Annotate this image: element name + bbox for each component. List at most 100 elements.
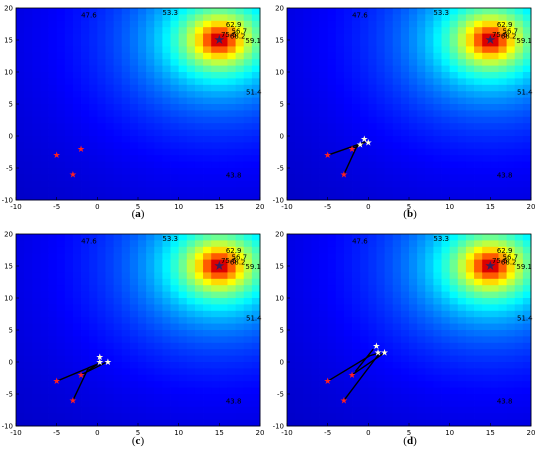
heatmap-cell	[64, 330, 74, 337]
heatmap-cell	[138, 259, 147, 267]
heatmap-cell	[498, 278, 507, 286]
heatmap-cell	[392, 104, 402, 111]
heatmap-cell	[89, 323, 98, 331]
heatmap-cell	[235, 381, 245, 388]
heatmap-cell	[81, 310, 90, 318]
heatmap-cell	[376, 310, 385, 318]
heatmap-cell	[24, 168, 33, 175]
heatmap-cell	[490, 317, 499, 324]
heatmap-cell	[441, 342, 451, 350]
heatmap-cell	[490, 20, 499, 28]
heatmap-cell	[514, 240, 524, 248]
heatmap-cell	[16, 180, 25, 188]
heatmap-cell	[343, 310, 353, 318]
heatmap-cell	[178, 148, 188, 156]
heatmap-cell	[81, 406, 90, 414]
heatmap-cell	[138, 78, 147, 86]
heatmap-cell	[409, 174, 418, 182]
heatmap-cell	[441, 161, 451, 169]
heatmap-cell	[121, 84, 131, 92]
heatmap-cell	[32, 116, 41, 124]
heatmap-cell	[327, 8, 337, 15]
heatmap-cell	[376, 187, 385, 194]
heatmap-cell	[194, 136, 204, 143]
heatmap-cell	[24, 72, 33, 79]
heatmap-cell	[482, 400, 491, 408]
heatmap-cell	[129, 136, 139, 143]
heatmap-cell	[360, 278, 369, 286]
heatmap-cell	[154, 40, 163, 47]
heatmap-cell	[498, 168, 507, 175]
heatmap-cell	[146, 253, 155, 260]
heatmap-cell	[219, 136, 228, 143]
heatmap-cell	[16, 148, 25, 156]
heatmap-cell	[211, 8, 220, 15]
heatmap-cell	[425, 310, 434, 318]
heatmap-cell	[211, 400, 220, 408]
heatmap-cell	[425, 304, 434, 312]
heatmap-cell	[32, 65, 41, 73]
heatmap-cell	[360, 59, 369, 66]
heatmap-cell	[32, 368, 41, 376]
heatmap-cell	[425, 246, 434, 254]
heatmap-cell	[433, 65, 442, 73]
heatmap-cell	[335, 323, 345, 331]
heatmap-cell	[243, 104, 253, 111]
heatmap-cell	[514, 20, 524, 28]
heatmap-cell	[170, 266, 180, 273]
heatmap-cell	[457, 355, 467, 363]
heatmap-cell	[303, 27, 312, 34]
heatmap-cell	[506, 406, 516, 414]
heatmap-cell	[97, 406, 106, 414]
heatmap-cell	[170, 33, 180, 41]
heatmap-cell	[522, 253, 532, 260]
heatmap-cell	[251, 355, 261, 363]
heatmap-cell	[138, 27, 147, 34]
heatmap-cell	[227, 65, 236, 73]
heatmap-cell	[425, 142, 434, 150]
heatmap-cell	[243, 234, 253, 241]
heatmap-cell	[138, 40, 147, 47]
heatmap-cell	[227, 240, 236, 248]
heatmap-cell	[457, 381, 467, 388]
heatmap-cell	[449, 91, 459, 98]
x-tick-label: -5	[324, 429, 331, 437]
heatmap-cell	[121, 362, 131, 369]
heatmap-cell	[146, 59, 155, 66]
y-tick-label: -5	[6, 391, 13, 399]
heatmap-cell	[211, 285, 220, 292]
heatmap-cell	[449, 123, 459, 130]
heatmap-cell	[138, 323, 147, 331]
heatmap-cell	[384, 234, 394, 241]
heatmap-cell	[490, 419, 499, 427]
heatmap-cell	[409, 123, 418, 130]
red-points: ★★★	[53, 145, 85, 181]
heatmap-cell	[129, 168, 139, 175]
heatmap-cell	[24, 253, 33, 260]
heatmap-cell	[335, 336, 345, 344]
heatmap-cell	[162, 330, 171, 337]
heatmap-cell	[303, 419, 312, 427]
heatmap-cell	[121, 323, 131, 331]
heatmap-cell	[203, 278, 212, 286]
heatmap-cell	[506, 91, 516, 98]
heatmap-cell	[129, 349, 139, 356]
heatmap-cell	[425, 59, 434, 66]
heatmap-cell	[219, 272, 228, 280]
heatmap-cell	[522, 59, 532, 66]
heatmap-cell	[56, 349, 66, 356]
heatmap-cell	[235, 8, 245, 15]
heatmap-cell	[219, 65, 228, 73]
heatmap-cell	[243, 253, 253, 260]
heatmap-cell	[449, 142, 459, 150]
heatmap-cell	[449, 323, 459, 331]
heatmap-cell	[219, 387, 228, 395]
heatmap-cell	[522, 285, 532, 292]
heatmap-cell	[251, 291, 261, 299]
heatmap-cell	[219, 174, 228, 182]
heatmap-cell	[89, 291, 98, 299]
heatmap-cell	[64, 148, 74, 156]
heatmap-cell	[417, 33, 426, 41]
heatmap-cell	[32, 246, 41, 254]
heatmap-cell	[138, 46, 147, 54]
